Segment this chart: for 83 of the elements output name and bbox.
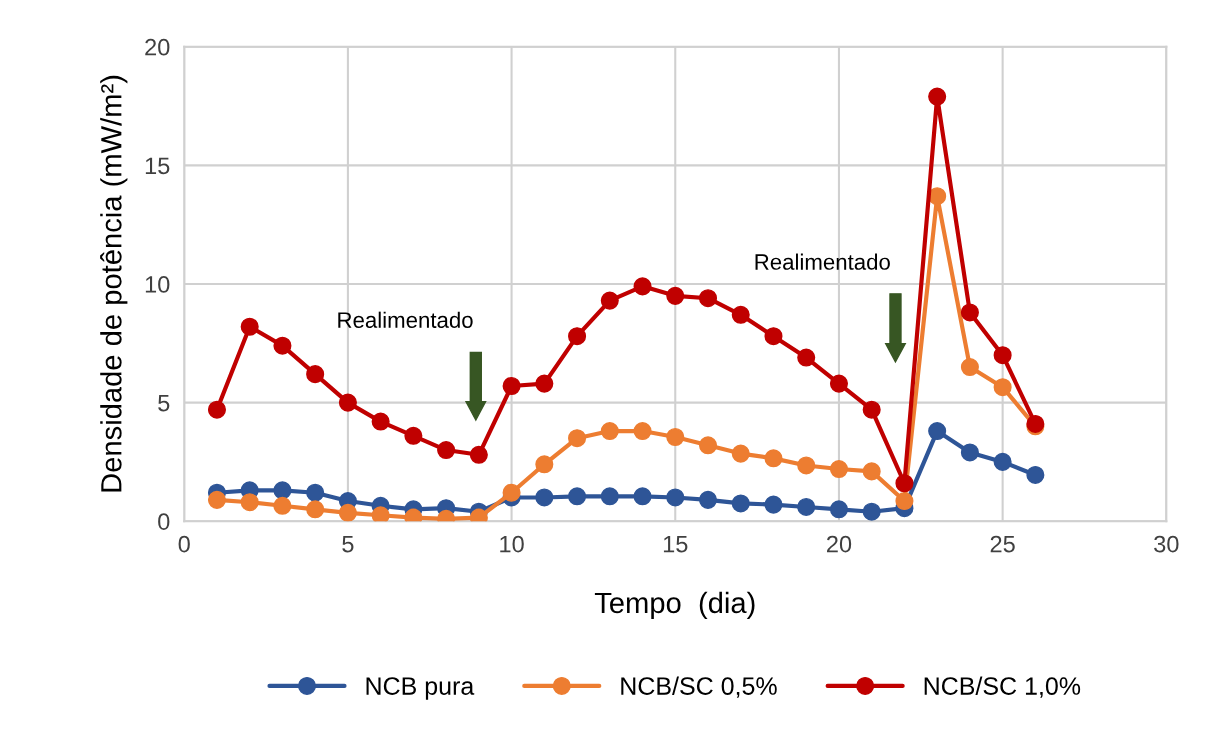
point bbox=[273, 481, 292, 500]
x-tick-label: 0 bbox=[178, 535, 190, 553]
point bbox=[895, 492, 914, 511]
point bbox=[535, 488, 554, 507]
y-tick-label: 5 bbox=[158, 394, 170, 412]
legend-label: NCB/SC 1,0% bbox=[924, 676, 1081, 698]
y-tick-label: 15 bbox=[145, 157, 170, 175]
point bbox=[535, 374, 554, 393]
legend-label: NCB pura bbox=[366, 677, 475, 700]
point bbox=[960, 303, 979, 322]
point bbox=[993, 378, 1012, 397]
point bbox=[535, 455, 554, 474]
point bbox=[1026, 465, 1045, 484]
point bbox=[371, 412, 390, 431]
point bbox=[469, 445, 488, 464]
point bbox=[960, 357, 979, 377]
point bbox=[829, 374, 848, 393]
y-tick-label: 10 bbox=[145, 276, 170, 293]
point bbox=[273, 336, 292, 355]
x-axis-title: Tempo (dia) bbox=[594, 591, 755, 620]
point bbox=[698, 490, 718, 509]
point bbox=[797, 348, 816, 367]
legend-label: NCB/SC 0,5% bbox=[621, 676, 777, 698]
point bbox=[862, 502, 881, 521]
point bbox=[633, 277, 652, 296]
x-tick-label: 30 bbox=[1154, 535, 1179, 553]
point bbox=[993, 346, 1012, 365]
point bbox=[764, 495, 783, 514]
point bbox=[306, 365, 325, 384]
point bbox=[731, 494, 750, 513]
point bbox=[928, 422, 947, 441]
point bbox=[797, 497, 816, 516]
point bbox=[862, 400, 881, 419]
point bbox=[698, 436, 718, 455]
point bbox=[698, 289, 718, 308]
x-tick-label: 15 bbox=[663, 535, 688, 553]
point bbox=[371, 506, 390, 522]
point bbox=[731, 444, 750, 463]
point bbox=[600, 487, 619, 506]
point bbox=[993, 452, 1012, 471]
point bbox=[437, 441, 456, 460]
point bbox=[306, 500, 325, 519]
point bbox=[895, 474, 914, 493]
point bbox=[502, 483, 521, 502]
x-tick-label: 20 bbox=[827, 535, 852, 553]
point bbox=[338, 393, 357, 412]
point bbox=[568, 429, 587, 448]
point bbox=[502, 376, 521, 396]
point bbox=[960, 443, 979, 462]
point bbox=[829, 500, 848, 519]
y-tick-label: 0 bbox=[158, 513, 170, 530]
point bbox=[928, 87, 947, 106]
point bbox=[666, 427, 685, 447]
y-axis-title: Densidade de potência (mW/m²) bbox=[100, 75, 128, 492]
y-tick-label: 20 bbox=[145, 38, 170, 56]
point bbox=[207, 400, 226, 419]
point bbox=[731, 305, 750, 324]
x-tick-label: 5 bbox=[342, 535, 354, 553]
point bbox=[240, 493, 259, 512]
x-tick-label: 10 bbox=[500, 535, 524, 553]
point bbox=[568, 327, 587, 346]
point bbox=[764, 327, 783, 346]
point bbox=[797, 456, 816, 475]
point bbox=[600, 291, 619, 310]
point bbox=[273, 496, 292, 515]
point bbox=[240, 317, 259, 336]
point bbox=[306, 483, 325, 502]
point bbox=[207, 490, 226, 509]
annotation: Realimentado bbox=[755, 253, 890, 270]
point bbox=[633, 422, 652, 441]
point bbox=[928, 187, 947, 206]
point bbox=[666, 286, 685, 305]
point bbox=[568, 487, 587, 506]
point bbox=[338, 503, 357, 522]
point bbox=[600, 422, 619, 441]
x-tick-label: 25 bbox=[990, 535, 1015, 553]
point bbox=[633, 487, 652, 506]
point bbox=[404, 426, 423, 445]
point bbox=[829, 459, 848, 479]
point bbox=[764, 449, 783, 468]
point bbox=[666, 488, 685, 507]
annotation: Realimentado bbox=[338, 311, 473, 328]
point bbox=[862, 462, 881, 481]
